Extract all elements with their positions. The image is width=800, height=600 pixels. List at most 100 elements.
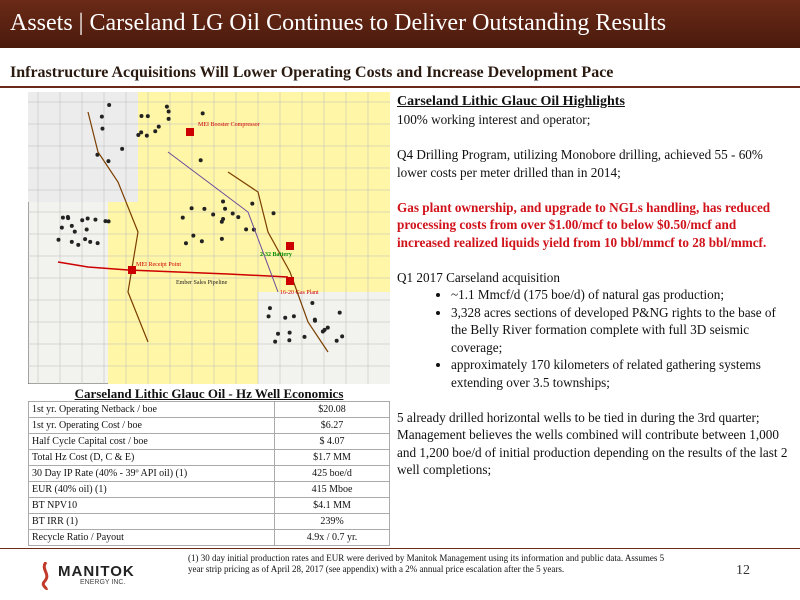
well (107, 103, 112, 108)
well (267, 306, 272, 311)
well (199, 239, 204, 244)
well (276, 331, 281, 336)
table-row: EUR (40% oil) (1) 415 Mboe (28, 481, 390, 498)
well (310, 300, 315, 305)
row-value: 415 Mboe (274, 481, 390, 498)
well (95, 241, 100, 246)
bullet: 3,328 acres sections of developed P&NG r… (451, 304, 789, 357)
well (266, 314, 271, 319)
paragraph: 100% working interest and operator; (397, 112, 591, 127)
well (59, 225, 64, 230)
well (145, 114, 150, 119)
page-number: 12 (736, 563, 750, 578)
well (56, 237, 61, 242)
well (95, 152, 100, 157)
paragraph: Q4 Drilling Program, utilizing Monobore … (397, 147, 763, 180)
sales-pipeline (57, 261, 289, 278)
well (139, 130, 144, 135)
emphasis-paragraph: Gas plant ownership, and upgrade to NGLs… (397, 199, 771, 250)
title: Assets | Carseland LG Oil Continues to D… (10, 10, 667, 36)
map: MEI Booster Compressor 2-32 Battery MEI … (28, 92, 390, 384)
gathering-line (227, 171, 329, 353)
table-row: 1st yr. Operating Netback / boe $20.08 (28, 401, 390, 418)
table-row: 30 Day IP Rate (40% - 39º API oil) (1) 42… (28, 465, 390, 482)
facility (286, 277, 294, 285)
well (287, 330, 292, 335)
well (312, 318, 317, 323)
gathering-line (167, 151, 279, 293)
well (230, 211, 235, 216)
well (139, 113, 144, 118)
row-value: $4.1 MM (274, 497, 390, 514)
well (189, 206, 194, 211)
well (136, 133, 141, 138)
well (100, 126, 105, 131)
well (302, 334, 307, 339)
well (340, 334, 345, 339)
well (72, 229, 77, 234)
well (250, 201, 255, 206)
row-label: 30 Day IP Rate (40% - 39º API oil) (1) (28, 465, 275, 482)
well (156, 124, 161, 129)
economics-table: 1st yr. Operating Netback / boe $20.08 1st… (28, 401, 390, 546)
well (103, 219, 108, 224)
row-label: BT IRR (1) (28, 513, 275, 530)
row-value: 425 boe/d (274, 465, 390, 482)
rule (0, 86, 800, 88)
land-area (28, 92, 138, 202)
well (191, 233, 196, 238)
row-value: 239% (274, 513, 390, 530)
well (85, 216, 90, 221)
wells (56, 103, 345, 344)
map-label: 2-32 Battery (260, 252, 292, 258)
well (273, 339, 278, 344)
row-value: $20.08 (274, 401, 390, 418)
well (183, 241, 188, 246)
well (99, 114, 104, 119)
row-label: Half Cycle Capital cost / boe (28, 433, 275, 450)
highlights-heading: Carseland Lithic Glauc Oil Highlights (397, 94, 625, 109)
well (65, 215, 70, 220)
row-label: Recycle Ratio / Payout (28, 529, 275, 546)
well (271, 211, 276, 216)
well (337, 310, 342, 315)
map-label: MEI Receipt Point (136, 262, 181, 268)
well (93, 217, 98, 222)
table-row: 1st yr. Operating Cost / boe $6.27 (28, 417, 390, 434)
title-bar (0, 0, 800, 48)
well (180, 215, 185, 220)
row-label: 1st yr. Operating Netback / boe (28, 401, 275, 418)
logo-flame (41, 562, 49, 590)
table-row: Recycle Ratio / Payout 4.9x / 0.7 yr. (28, 529, 390, 546)
well (198, 158, 203, 163)
well (80, 218, 85, 223)
bullet: approximately 170 kilometers of related … (451, 356, 789, 391)
well (69, 223, 74, 228)
well (144, 133, 149, 138)
facility (286, 242, 294, 250)
logo: MANITOK (58, 563, 135, 580)
subtitle: Infrastructure Acquisitions Will Lower O… (10, 64, 614, 81)
well (202, 206, 207, 211)
bullet-list: ~1.1 Mmcf/d (175 boe/d) of natural gas p… (397, 286, 789, 391)
logo-subtitle: ENERGY INC. (80, 579, 126, 586)
map-label: Ember Sales Pipeline (176, 280, 228, 286)
well (325, 325, 330, 330)
well (236, 215, 241, 220)
highlights: Carseland Lithic Glauc Oil Highlights 10… (397, 92, 789, 496)
logo-mark (41, 562, 49, 590)
row-value: 4.9x / 0.7 yr. (274, 529, 390, 546)
facility (186, 128, 194, 136)
well (84, 227, 89, 232)
well (153, 129, 158, 134)
row-label: EUR (40% oil) (1) (28, 481, 275, 498)
well (106, 159, 111, 164)
table-row: BT IRR (1) 239% (28, 513, 390, 530)
well (83, 237, 88, 242)
well (287, 338, 292, 343)
map-grid (28, 92, 390, 384)
row-label: 1st yr. Operating Cost / boe (28, 417, 275, 434)
bullet: ~1.1 Mmcf/d (175 boe/d) of natural gas p… (451, 286, 789, 304)
map-label: 16-20 Gas Plant (280, 290, 319, 296)
